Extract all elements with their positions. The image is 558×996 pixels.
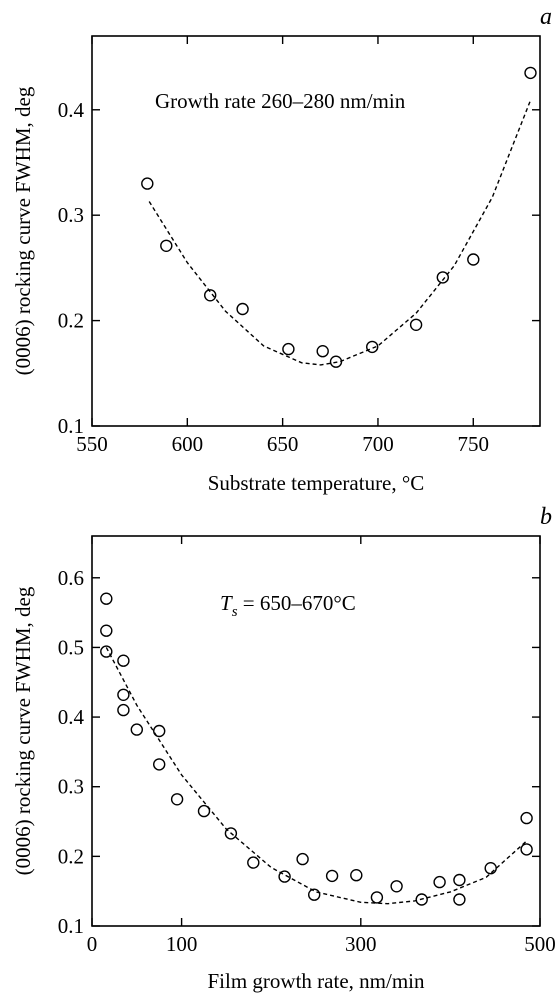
x-axis-title-b: Film growth rate, nm/min bbox=[208, 969, 425, 993]
data-point-a-8 bbox=[409, 318, 423, 331]
y-tick-label-a-1: 0.2 bbox=[58, 309, 84, 333]
data-point-a-0 bbox=[141, 177, 154, 190]
data-point-b-26 bbox=[520, 843, 533, 856]
data-point-b-8 bbox=[152, 758, 166, 771]
y-axis-title-b: (0006) rocking curve FWHM, deg bbox=[11, 586, 35, 875]
x-tick-label-b-1: 100 bbox=[166, 932, 198, 956]
y-tick-label-a-2: 0.3 bbox=[58, 203, 84, 227]
fit-curve-a bbox=[148, 100, 532, 366]
data-point-b-14 bbox=[296, 852, 309, 866]
data-point-b-15 bbox=[308, 888, 321, 901]
x-tick-label-a-4: 750 bbox=[458, 432, 490, 456]
data-point-b-22 bbox=[453, 873, 466, 887]
data-point-a-1 bbox=[160, 239, 173, 253]
data-point-b-0 bbox=[100, 592, 113, 605]
data-point-a-2 bbox=[203, 289, 217, 302]
marks-b: 0 100 300 500 0.1 0.2 0.3 0.4 0.5 0.6 bbox=[58, 536, 556, 956]
panel-a: a Growth rate 260–280 nm/min Substrate t… bbox=[11, 4, 552, 495]
data-point-b-19 bbox=[390, 880, 403, 893]
data-point-b-25 bbox=[520, 811, 533, 825]
y-tick-label-b-3: 0.4 bbox=[58, 705, 85, 729]
y-tick-label-b-1: 0.2 bbox=[58, 844, 84, 868]
data-point-b-4 bbox=[117, 688, 130, 701]
data-point-b-9 bbox=[170, 793, 184, 806]
x-tick-label-a-0: 550 bbox=[76, 432, 108, 456]
y-axis-title-a: (0006) rocking curve FWHM, deg bbox=[11, 86, 35, 375]
x-axis-title-a: Substrate temperature, °C bbox=[208, 471, 425, 495]
x-tick-label-b-2: 300 bbox=[345, 932, 377, 956]
panel-b: b Ts = 650–670°C Film growth rate, nm/mi… bbox=[11, 504, 556, 993]
data-point-b-2 bbox=[100, 645, 113, 658]
data-point-a-4 bbox=[282, 342, 295, 356]
data-point-b-21 bbox=[433, 875, 446, 889]
plot-frame-a bbox=[91, 35, 541, 427]
y-tick-label-b-4: 0.5 bbox=[58, 635, 84, 659]
x-tick-label-b-0: 0 bbox=[87, 932, 98, 956]
x-tick-label-a-2: 650 bbox=[267, 432, 299, 456]
fit-curve-b bbox=[105, 647, 528, 905]
y-tick-label-b-0: 0.1 bbox=[58, 914, 84, 938]
y-tick-label-a-3: 0.4 bbox=[58, 98, 85, 122]
data-point-a-3 bbox=[236, 302, 249, 316]
marks-a: 550 600 650 700 750 0.1 0.2 0.3 0.4 bbox=[58, 36, 540, 456]
annotation-a: Growth rate 260–280 nm/min bbox=[155, 89, 406, 113]
x-tick-label-b-3: 500 bbox=[524, 932, 556, 956]
data-point-b-10 bbox=[197, 804, 211, 818]
y-tick-label-b-2: 0.3 bbox=[58, 775, 84, 799]
data-point-b-1 bbox=[100, 624, 113, 637]
data-point-b-5 bbox=[117, 703, 130, 717]
plot-frame-b bbox=[91, 535, 541, 927]
x-tick-label-a-3: 700 bbox=[362, 432, 394, 456]
annotation-b-text: = 650–670°C bbox=[238, 591, 356, 615]
data-point-b-24 bbox=[484, 862, 497, 875]
annotation-b: Ts = 650–670°C bbox=[220, 591, 356, 620]
data-point-b-6 bbox=[130, 723, 144, 736]
y-tick-label-b-5: 0.6 bbox=[58, 566, 84, 590]
data-point-b-18 bbox=[370, 891, 384, 904]
data-point-a-11 bbox=[524, 66, 537, 80]
panel-label-b: b bbox=[540, 504, 552, 530]
data-point-a-5 bbox=[316, 345, 329, 358]
panel-label-a: a bbox=[540, 4, 552, 30]
annotation-b-symbol: T bbox=[220, 591, 233, 615]
data-point-b-12 bbox=[247, 856, 260, 869]
data-point-b-7 bbox=[152, 724, 166, 738]
data-point-b-23 bbox=[453, 893, 466, 906]
annotation-b-subscript: s bbox=[232, 604, 238, 620]
data-point-b-3 bbox=[117, 654, 130, 667]
data-point-a-10 bbox=[467, 253, 480, 266]
x-tick-label-a-1: 600 bbox=[172, 432, 204, 456]
y-tick-label-a-0: 0.1 bbox=[58, 414, 84, 438]
data-point-a-9 bbox=[436, 271, 449, 284]
data-point-b-16 bbox=[325, 869, 339, 883]
data-point-b-17 bbox=[350, 869, 363, 882]
